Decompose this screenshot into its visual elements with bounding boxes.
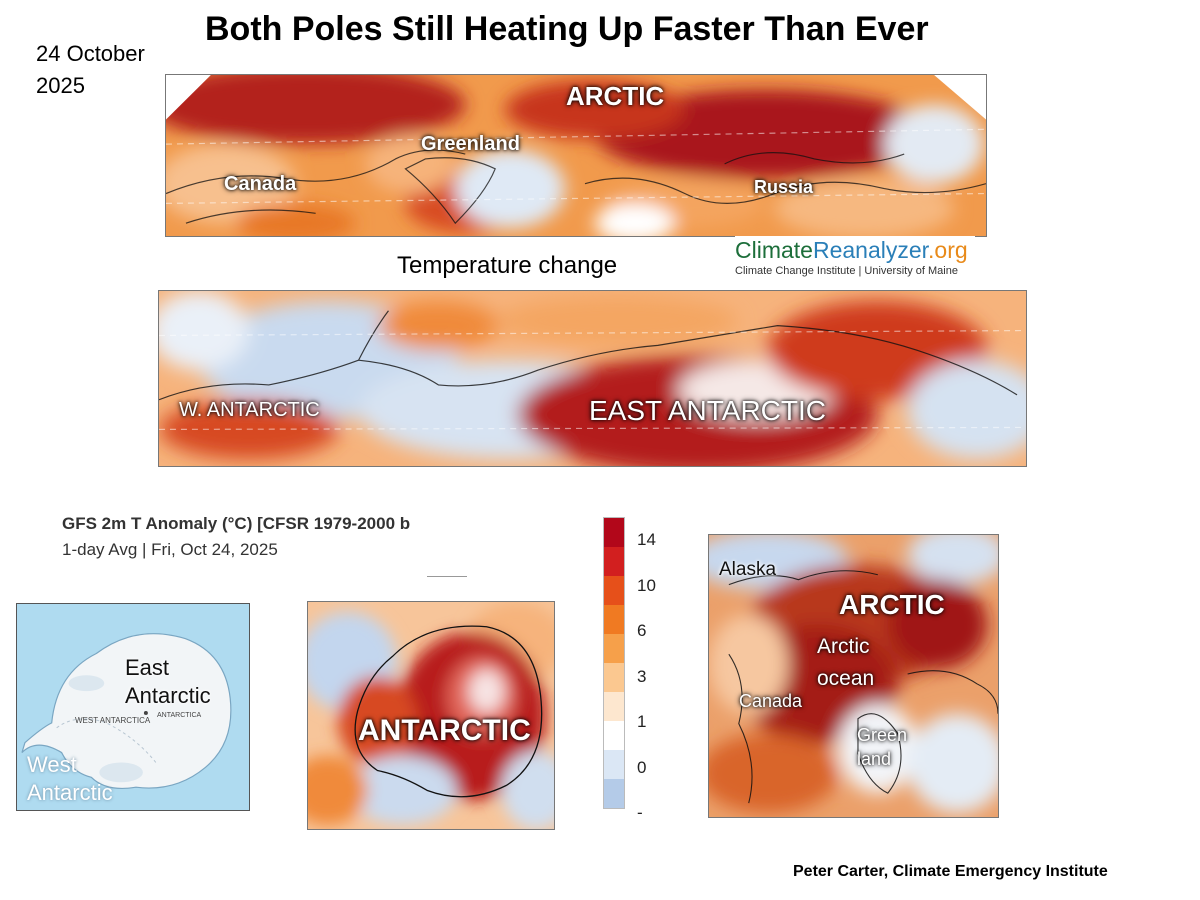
antarctic-anomaly-map: ANTARCTIC: [307, 601, 555, 830]
page-title: Both Poles Still Heating Up Faster Than …: [205, 10, 929, 48]
colorbar-swatch: [604, 518, 624, 548]
canada-map-label: Canada: [739, 691, 803, 711]
colorbar-tick-label: -: [637, 803, 643, 822]
colorbar-swatch: [604, 692, 624, 722]
gfs-header: GFS 2m T Anomaly (°C) [CFSR 1979-2000 b …: [62, 514, 467, 574]
russia-label: Russia: [754, 177, 814, 197]
greenland-label: Greenland: [421, 133, 520, 155]
greenland-map-label: Green land: [857, 725, 908, 769]
temperature-change-label: Temperature change: [397, 252, 618, 279]
arctic-label: ARCTIC: [566, 81, 665, 111]
logo-part-org: .org: [928, 237, 968, 263]
gfs-title: GFS 2m T Anomaly (°C) [CFSR 1979-2000 b: [62, 514, 411, 533]
colorbar-tick-label: 6: [637, 621, 647, 640]
credit-line: Peter Carter, Climate Emergency Institut…: [793, 863, 1108, 880]
logo-subtitle: Climate Change Institute | University of…: [735, 265, 958, 277]
colorbar-swatch: [604, 779, 624, 808]
arctic-anomaly-map: Alaska ARCTIC Arctic ocean Canada Green …: [708, 534, 999, 818]
canada-label: Canada: [224, 173, 297, 195]
arctic-map-label: ARCTIC: [839, 589, 945, 620]
logo-part-climate: Climate: [735, 237, 813, 263]
antarctica-reference-map: WEST ANTARCTICA ANTARCTICA East Antarcti…: [16, 603, 250, 811]
colorbar-swatch: [604, 634, 624, 664]
colorbar-swatch: [604, 750, 624, 780]
colorbar-tick-label: 1: [637, 712, 647, 731]
arctic-anomaly-heatmap: [709, 535, 998, 817]
colorbar-swatch: [604, 663, 624, 693]
antarctic-strip-heatmap: [159, 291, 1026, 466]
west-antarctic-ref-label: West Antarctic: [27, 752, 113, 805]
logo-part-reanalyzer: Reanalyzer: [812, 237, 929, 263]
map-text-antarctica: ANTARCTICA: [157, 712, 202, 719]
colorbar-swatch: [604, 721, 624, 751]
antarctic-anomaly-heatmap: [308, 602, 554, 829]
colorbar-tick-label: 0: [637, 757, 647, 777]
arctic-strip-heatmap: [166, 75, 986, 236]
west-antarctic-label: W. ANTARCTIC: [179, 399, 320, 421]
colorbar-swatch: [604, 547, 624, 577]
colorbar-tick-label: 3: [637, 666, 647, 686]
colorbar-gradient: [604, 518, 624, 808]
east-antarctic-label: EAST ANTARCTIC: [589, 395, 827, 426]
map-text-west-antarctica: WEST ANTARCTICA: [75, 716, 151, 725]
climate-reanalyzer-logo: ClimateReanalyzer.org Climate Change Ins…: [735, 236, 975, 280]
antarctic-strip-map: W. ANTARCTIC EAST ANTARCTIC: [158, 290, 1027, 467]
colorbar-tick-label: 14: [637, 530, 656, 549]
alaska-label: Alaska: [719, 559, 777, 580]
colorbar-tick-label: 10: [637, 575, 656, 595]
colorbar: [603, 517, 625, 809]
east-antarctic-ref-label: East Antarctic: [125, 655, 211, 708]
colorbar-swatch: [604, 576, 624, 606]
colorbar-swatch: [604, 605, 624, 635]
arctic-strip-map: ARCTIC Greenland Canada Russia: [165, 74, 987, 237]
divider-line: [427, 576, 467, 577]
antarctica-outline-map: [17, 604, 249, 810]
gfs-subtitle: 1-day Avg | Fri, Oct 24, 2025: [62, 540, 278, 559]
antarctic-label: ANTARCTIC: [358, 714, 531, 747]
arctic-ocean-label: Arctic ocean: [817, 635, 875, 690]
date-label: 24 October 2025: [36, 41, 145, 98]
